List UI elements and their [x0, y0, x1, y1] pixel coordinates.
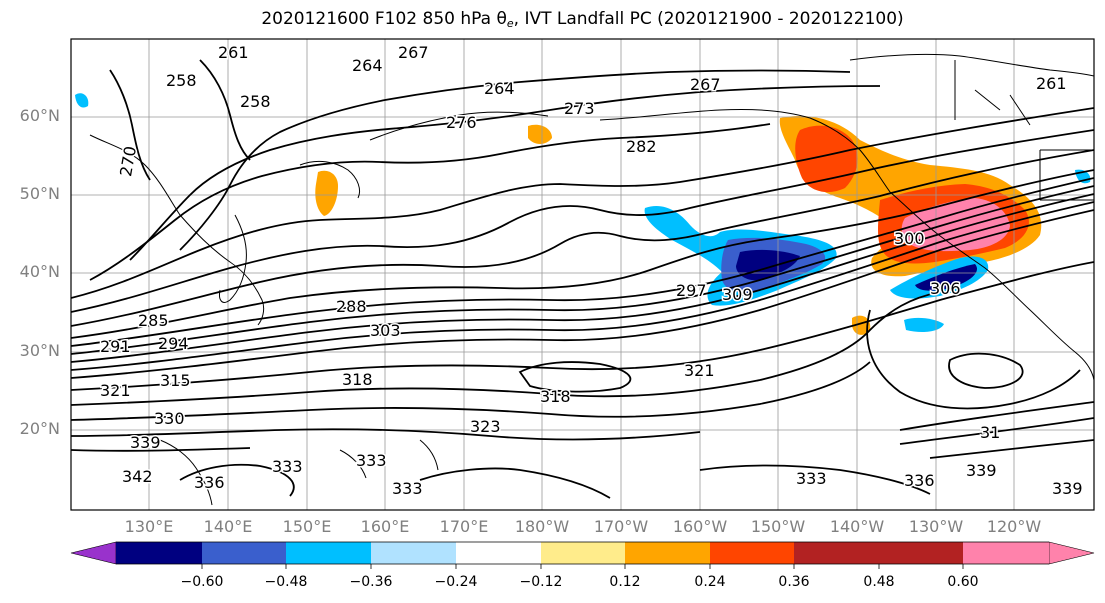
colorbar-bin: [202, 542, 286, 564]
contour-label: 339: [1052, 479, 1083, 498]
contour-label: 339: [130, 433, 161, 452]
colorbar-bin: [541, 542, 625, 564]
map-plot-area: 261 258 258 264 267 264 267 261 273 276 …: [71, 39, 1094, 510]
contour-label: 336: [194, 473, 225, 492]
contour-label: 330: [154, 409, 185, 428]
contour-label: 31: [980, 423, 1000, 442]
negative-anomaly-nw: [75, 93, 89, 108]
colorbar-tick-label: 0.12: [609, 574, 641, 590]
lon-label-140e: 140°E: [203, 517, 253, 536]
contour-label: 303: [370, 321, 401, 340]
coastlines: [89, 53, 1094, 506]
colorbar-tick-label: −0.12: [519, 574, 563, 590]
colorbar-extend-low: [70, 541, 117, 565]
colorbar-bin: [371, 542, 456, 564]
lat-label-50n: 50°N: [19, 184, 60, 203]
contour-label: 285: [138, 311, 169, 330]
lon-label-150w: 150°W: [750, 517, 806, 536]
lon-label-180w: 180°W: [514, 517, 570, 536]
lon-label-150e: 150°E: [282, 517, 332, 536]
contour-label: 336: [904, 471, 935, 490]
colorbar-tick-label: 0.36: [778, 574, 810, 590]
colorbar-tick-label: 0.24: [694, 574, 726, 590]
lon-label-140w: 140°W: [829, 517, 885, 536]
lat-label-20n: 20°N: [19, 419, 60, 438]
contour-label: 323: [470, 417, 501, 436]
contour-label: 291: [100, 337, 131, 356]
colorbar: [70, 541, 1095, 569]
lon-label-160e: 160°E: [360, 517, 410, 536]
contour-label: 342: [122, 467, 153, 486]
contour-label: 333: [392, 479, 423, 498]
contour-label: 333: [356, 451, 387, 470]
colorbar-tick-label: 0.60: [947, 574, 979, 590]
colorbar-bin: [116, 542, 202, 564]
map-frame: [70, 38, 1095, 511]
contour-label: 309: [722, 285, 753, 304]
colorbar-tick-label: −0.36: [349, 574, 393, 590]
lon-label-160w: 160°W: [672, 517, 728, 536]
contour-labels: 261 258 258 264 267 264 267 261 273 276 …: [99, 42, 1085, 500]
colorbar-tick-label: −0.48: [264, 574, 308, 590]
contour-label: 321: [100, 381, 131, 400]
contour-label: 318: [342, 370, 373, 389]
positive-anomaly-small-2: [852, 315, 871, 335]
colorbar-bin: [286, 542, 371, 564]
contour-label: 258: [240, 92, 271, 111]
contour-label: 306: [930, 279, 961, 298]
lon-label-170e: 170°E: [439, 517, 489, 536]
colorbar-bin: [794, 542, 879, 564]
contour-label: 267: [398, 43, 429, 62]
contour-label: 273: [564, 99, 595, 118]
contour-label: 276: [446, 113, 477, 132]
colorbar-bin: [710, 542, 794, 564]
colorbar-tick-label: −0.24: [434, 574, 478, 590]
negative-anomaly-south-dark: [915, 264, 978, 291]
contour-label: 321: [684, 361, 715, 380]
colorbar-tick-label: 0.48: [863, 574, 895, 590]
lat-label-60n: 60°N: [19, 106, 60, 125]
colorbar-bin: [625, 542, 710, 564]
contour-label: 315: [160, 371, 191, 390]
contour-label: 294: [158, 334, 189, 353]
colorbar-extend-high: [1048, 541, 1095, 565]
contour-label: 333: [272, 457, 303, 476]
positive-anomaly-japan: [315, 170, 338, 216]
contour-label: 282: [626, 137, 657, 156]
contour-label: 333: [796, 469, 827, 488]
lat-label-30n: 30°N: [19, 341, 60, 360]
lon-label-120w: 120°W: [986, 517, 1042, 536]
lat-label-40n: 40°N: [19, 262, 60, 281]
positive-anomaly-small-1: [528, 124, 552, 144]
contour-label: 339: [966, 461, 997, 480]
colorbar-tick-label: −0.60: [180, 574, 224, 590]
contour-label: 267: [690, 75, 721, 94]
contour-label: 288: [336, 297, 367, 316]
contour-label: 258: [166, 71, 197, 90]
theta-e-contours: [71, 59, 1094, 499]
contour-label: 261: [218, 43, 249, 62]
contour-label: 318: [540, 387, 571, 406]
contour-label: 264: [352, 56, 383, 75]
lon-label-170w: 170°W: [593, 517, 649, 536]
colorbar-bin: [879, 542, 963, 564]
contour-label: 261: [1036, 74, 1067, 93]
contour-label: 297: [676, 281, 707, 300]
map-title: 2020121600 F102 850 hPa θe, IVT Landfall…: [261, 9, 904, 30]
contour-label: 300: [894, 229, 925, 248]
lon-label-130w: 130°W: [908, 517, 964, 536]
lon-label-130e: 130°E: [124, 517, 174, 536]
colorbar-bin: [963, 542, 1049, 564]
graticule: [71, 39, 1094, 510]
colorbar-bin: [456, 542, 541, 564]
negative-anomaly-small: [904, 317, 944, 332]
contour-label: 264: [484, 79, 515, 98]
